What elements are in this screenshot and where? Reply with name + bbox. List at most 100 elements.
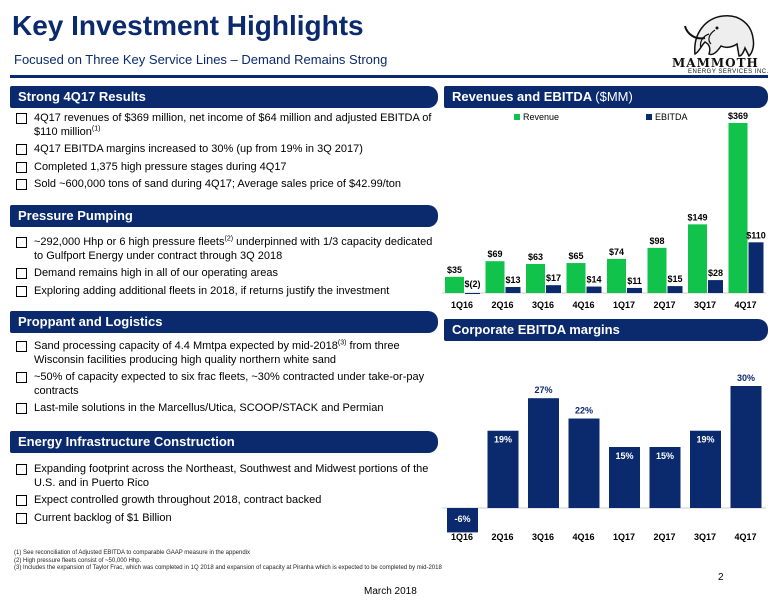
footnote: (3) Includes the expansion of Taylor Fra… [14,565,442,571]
x-tick-label: 2Q16 [491,532,513,542]
x-tick-label: 3Q16 [532,532,554,542]
bar-ebitda [627,287,642,293]
page-subtitle: Focused on Three Key Service Lines – Dem… [14,52,388,67]
bar-ebitda [546,285,561,293]
bar-margin [487,430,519,508]
x-tick-label: 1Q17 [613,532,635,542]
data-label-ebitda: $14 [586,275,601,285]
x-tick-label: 2Q17 [653,300,675,310]
bar-margin [528,398,559,508]
bar-revenue [526,263,545,293]
list-item: Last-mile solutions in the Marcellus/Uti… [14,402,434,416]
ebitda-margin-chart: -6% 1Q16 19% 2Q16 27% 3Q16 22% 4Q16 15% 1Q17 15% 2Q… [442,373,766,542]
list-item: Completed 1,375 high pressure stages dur… [14,161,434,175]
data-label-revenue: $369 [728,111,748,121]
bar-revenue [445,276,464,293]
data-label-revenue: $149 [687,212,707,222]
section-header-margin-chart: Corporate EBITDA margins [444,319,768,341]
data-label-ebitda: $15 [667,274,682,284]
logo-tagline: ENERGY SERVICES INC. [688,69,769,75]
section-header-revenue-chart: Revenues and EBITDA ($MM) [444,86,768,108]
legend-swatch-ebitda [646,114,652,120]
bar-margin [609,447,640,508]
data-label-margin: 15% [615,451,633,461]
data-label-ebitda: $28 [708,268,723,278]
data-label-ebitda: $17 [546,273,561,283]
infrastructure-bullet-list: Expanding footprint across the Northeast… [14,463,434,529]
bar-ebitda [505,287,521,293]
mammoth-icon [684,15,755,58]
revenue-ebitda-chart: Revenue EBITDA $35$(2) 1Q16 $69 $13 2Q16 $63 $17… [442,111,766,310]
data-label-margin: 15% [656,451,674,461]
bar-margin [568,418,600,508]
list-item: Current backlog of $1 Billion [14,512,434,526]
list-item: Demand remains high in all of our operat… [14,267,434,281]
data-label-margin: 19% [494,435,512,445]
data-label-revenue: $98 [649,236,664,246]
bar-margin [690,430,721,508]
proppant-bullet-list: Sand processing capacity of 4.4 Mmtpa ex… [14,339,434,420]
bar-revenue [607,258,626,293]
x-tick-label: 4Q17 [734,300,756,310]
list-item: ~50% of capacity expected to six frac fl… [14,371,434,398]
footnotes: (1) See reconciliation of Adjusted EBITD… [14,550,442,573]
x-tick-label: 4Q16 [572,532,594,542]
list-item: Sold ~600,000 tons of sand during 4Q17; … [14,178,434,192]
legend-label-revenue: Revenue [523,112,559,122]
logo-name: MAMMOTH [672,56,759,70]
data-label-margin: -6% [454,514,470,524]
x-tick-label: 1Q17 [613,300,635,310]
bar-ebitda [708,280,723,293]
section-header-infrastructure: Energy Infrastructure Construction [10,431,438,453]
bar-margin [649,447,681,508]
data-label-revenue: $74 [609,247,624,257]
x-tick-label: 3Q16 [532,300,554,310]
legend-swatch-revenue [514,114,520,120]
x-tick-label: 4Q17 [734,532,756,542]
section-header-results: Strong 4Q17 Results [10,86,438,108]
bar-ebitda [667,286,683,293]
bar-ebitda [586,286,602,293]
data-label-margin: 19% [696,435,714,445]
data-label-margin: 30% [737,373,755,383]
data-label-ebitda: $110 [746,230,766,240]
x-tick-label: 4Q16 [572,300,594,310]
data-label-margin: 22% [575,406,593,416]
bar-revenue [647,247,667,293]
list-item: 4Q17 revenues of $369 million, net incom… [14,112,434,139]
data-label-revenue: $63 [528,252,543,262]
x-tick-label: 3Q17 [694,532,716,542]
header-divider [10,75,768,78]
bar-revenue [728,123,748,293]
section-header-pumping: Pressure Pumping [10,205,438,227]
page-number: 2 [718,572,724,583]
x-tick-label: 1Q16 [451,532,473,542]
x-tick-label: 2Q17 [653,532,675,542]
bar-margin [730,386,762,508]
bar-ebitda [465,293,480,294]
list-item: Expanding footprint across the Northeast… [14,463,434,490]
data-label-ebitda: $11 [627,276,642,286]
data-label-revenue: $35 [447,265,462,275]
section-header-proppant: Proppant and Logistics [10,311,438,333]
data-label-ebitda: $13 [505,275,520,285]
list-item: Exploring adding additional fleets in 20… [14,285,434,299]
list-item: 4Q17 EBITDA margins increased to 30% (up… [14,143,434,157]
x-tick-label: 2Q16 [491,300,513,310]
results-bullet-list: 4Q17 revenues of $369 million, net incom… [14,112,434,196]
bar-revenue [688,224,707,293]
list-item: ~292,000 Hhp or 6 high pressure fleets(2… [14,235,434,263]
bar-margin [447,508,478,533]
bar-revenue [485,261,505,293]
bar-ebitda [748,242,764,293]
legend-label-ebitda: EBITDA [655,112,688,122]
list-item: Expect controlled growth throughout 2018… [14,494,434,508]
pumping-bullet-list: ~292,000 Hhp or 6 high pressure fleets(2… [14,235,434,302]
data-label-ebitda: $(2) [464,279,480,289]
footnote: (1) See reconciliation of Adjusted EBITD… [14,550,251,556]
bar-revenue [566,263,586,293]
data-label-revenue: $65 [568,251,583,261]
data-label-revenue: $69 [487,249,502,259]
footnote: (2) High pressure fleets consist of ~50,… [14,557,142,564]
x-tick-label: 1Q16 [451,300,473,310]
